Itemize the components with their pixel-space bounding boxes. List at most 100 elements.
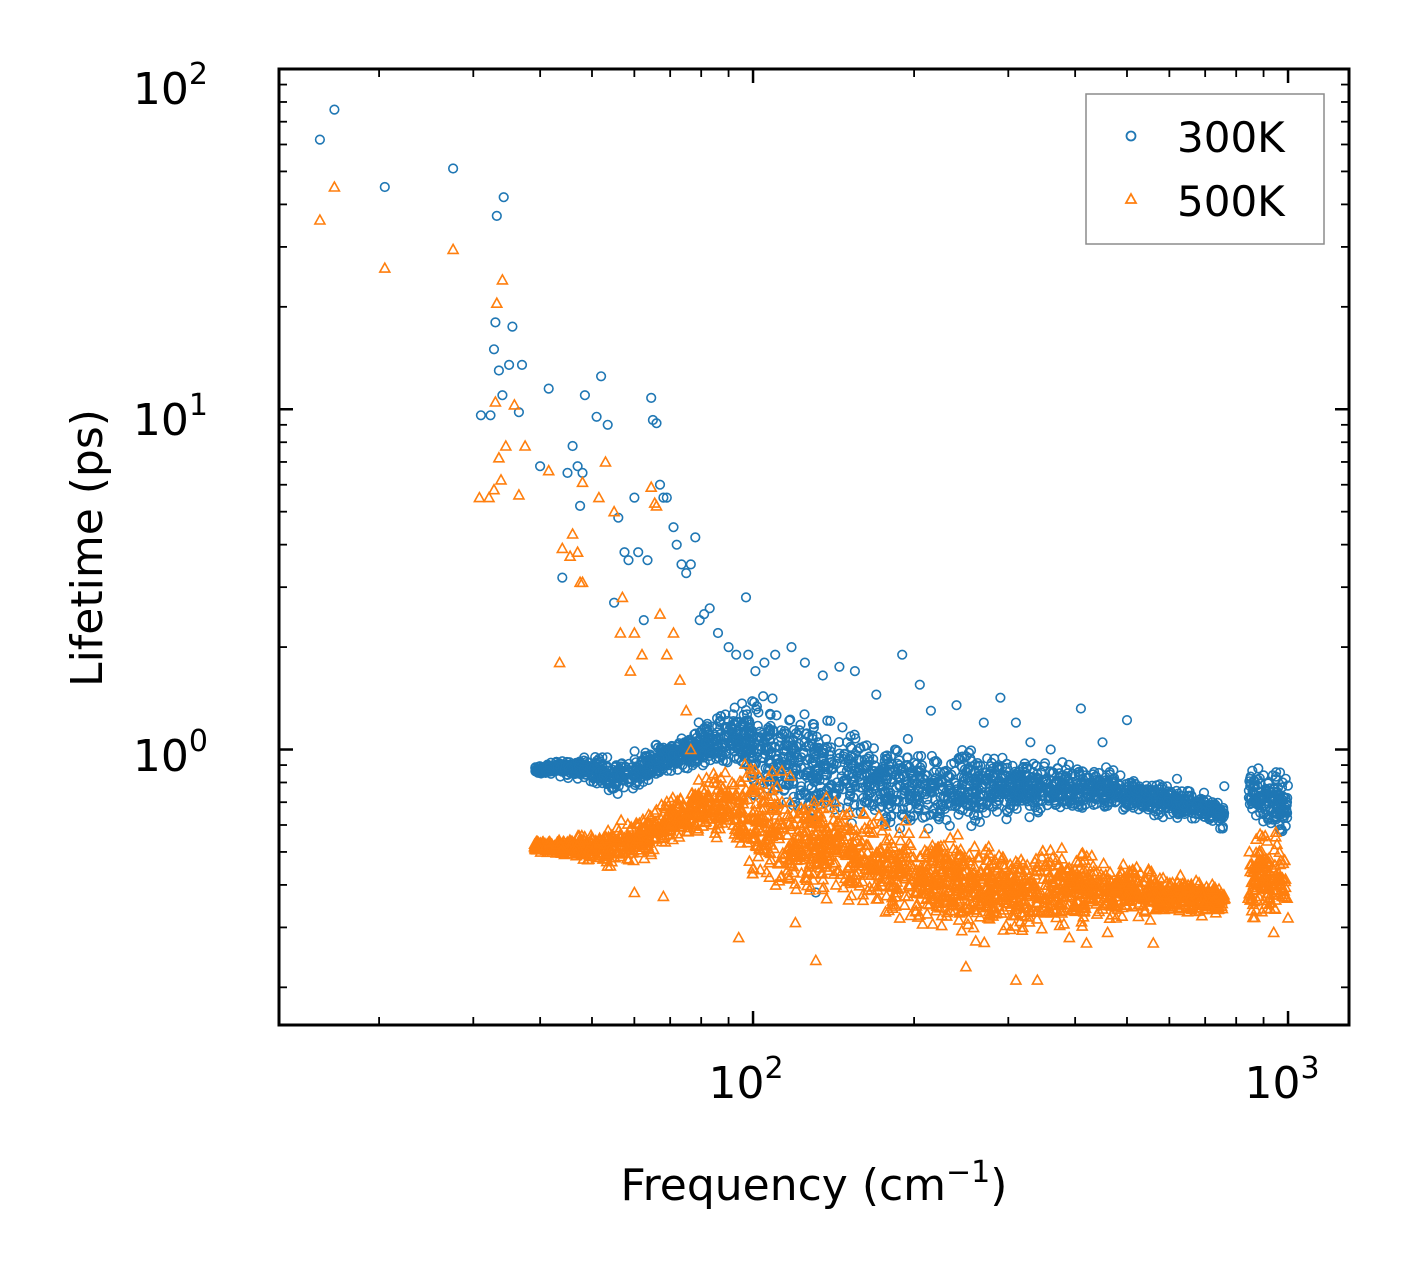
data-point-500K [1189, 874, 1203, 886]
data-point-300K [1005, 778, 1017, 789]
data-point-300K [666, 760, 677, 771]
data-point-500K [895, 854, 908, 867]
data-point-300K [1198, 787, 1210, 798]
data-point-500K [745, 832, 759, 844]
data-point-500K [655, 798, 668, 810]
data-point-500K [784, 819, 798, 832]
data-point-300K [1045, 744, 1056, 755]
data-point-500K [856, 888, 870, 900]
data-point-500K [971, 850, 985, 863]
data-point-500K [1267, 843, 1281, 855]
data-point-500K [1005, 870, 1018, 883]
data-point-300K [893, 796, 904, 808]
data-point-500K [714, 791, 728, 803]
data-point-500K [599, 831, 612, 844]
data-point-500K [882, 841, 896, 854]
data-point-500K [1027, 876, 1041, 888]
data-point-500K [1109, 900, 1122, 912]
data-point-300K [703, 746, 715, 757]
data-point-500K [823, 819, 837, 832]
data-point-500K [1180, 881, 1193, 893]
data-point-500K [1091, 872, 1105, 885]
data-point-500K [820, 892, 833, 904]
data-point-500K [962, 847, 976, 860]
data-point-300K [798, 787, 810, 798]
data-point-300K [818, 744, 829, 756]
data-point-500K [748, 762, 761, 775]
data-point-300K [833, 736, 845, 748]
data-point-300K [661, 492, 672, 503]
data-point-300K [639, 750, 651, 762]
data-point-500K [1096, 902, 1109, 914]
data-point-300K [1178, 800, 1189, 811]
data-point-300K [1245, 771, 1256, 782]
data-point-300K [742, 721, 754, 733]
data-point-500K [955, 924, 969, 936]
data-point-500K [1144, 913, 1157, 925]
data-point-500K [928, 891, 942, 904]
data-point-300K [1253, 763, 1264, 774]
data-point-500K [962, 912, 975, 924]
data-point-500K [953, 906, 966, 918]
data-point-500K [990, 861, 1004, 873]
data-point-300K [847, 757, 859, 768]
data-point-300K [1186, 813, 1198, 824]
data-point-300K [584, 763, 596, 774]
data-point-300K [975, 760, 986, 771]
data-point-500K [1039, 906, 1053, 918]
data-point-300K [638, 614, 649, 626]
data-point-300K [906, 773, 917, 784]
data-point-500K [728, 827, 741, 839]
data-point-500K [907, 850, 920, 863]
data-point-300K [1259, 804, 1271, 815]
data-point-500K [1023, 869, 1036, 881]
data-point-500K [802, 836, 816, 849]
data-point-500K [982, 840, 996, 852]
data-point-300K [773, 736, 784, 747]
data-point-500K [1019, 863, 1033, 876]
data-point-500K [614, 813, 628, 826]
data-point-500K [935, 885, 949, 897]
data-point-500K [765, 764, 779, 777]
data-point-500K [753, 863, 767, 875]
data-point-500K [1138, 905, 1152, 917]
data-point-500K [872, 863, 885, 876]
data-point-300K [658, 492, 669, 503]
data-point-500K [852, 855, 866, 867]
data-point-300K [727, 709, 739, 720]
data-point-300K [920, 811, 931, 822]
data-point-300K [1024, 811, 1035, 823]
data-point-300K [572, 461, 583, 472]
data-point-300K [740, 704, 752, 716]
data-point-300K [711, 721, 723, 732]
data-point-300K [498, 192, 509, 203]
data-point-300K [892, 746, 903, 757]
data-point-300K [758, 691, 769, 702]
data-point-500K [1195, 909, 1209, 921]
data-point-500K [840, 807, 853, 820]
data-point-300K [853, 771, 864, 783]
data-point-300K [654, 479, 666, 490]
data-point-500K [1021, 889, 1034, 902]
data-point-300K [944, 820, 955, 831]
data-point-300K [1157, 781, 1168, 792]
data-point-500K [1053, 918, 1067, 931]
data-point-500K [971, 896, 985, 908]
data-point-500K [904, 908, 917, 921]
data-point-300K [855, 742, 866, 753]
data-point-300K [799, 657, 811, 668]
data-point-300K [854, 743, 865, 754]
data-point-500K [879, 834, 893, 846]
data-point-300K [792, 729, 804, 740]
data-point-300K [1022, 779, 1033, 790]
data-point-500K [714, 771, 728, 783]
data-point-300K [669, 756, 680, 768]
data-point-300K [991, 792, 1002, 803]
data-point-300K [886, 801, 897, 812]
data-point-500K [835, 816, 848, 828]
data-point-500K [917, 872, 930, 885]
data-point-300K [1057, 770, 1069, 781]
data-point-300K [747, 740, 758, 751]
data-point-500K [872, 892, 885, 904]
data-point-500K [593, 831, 606, 844]
